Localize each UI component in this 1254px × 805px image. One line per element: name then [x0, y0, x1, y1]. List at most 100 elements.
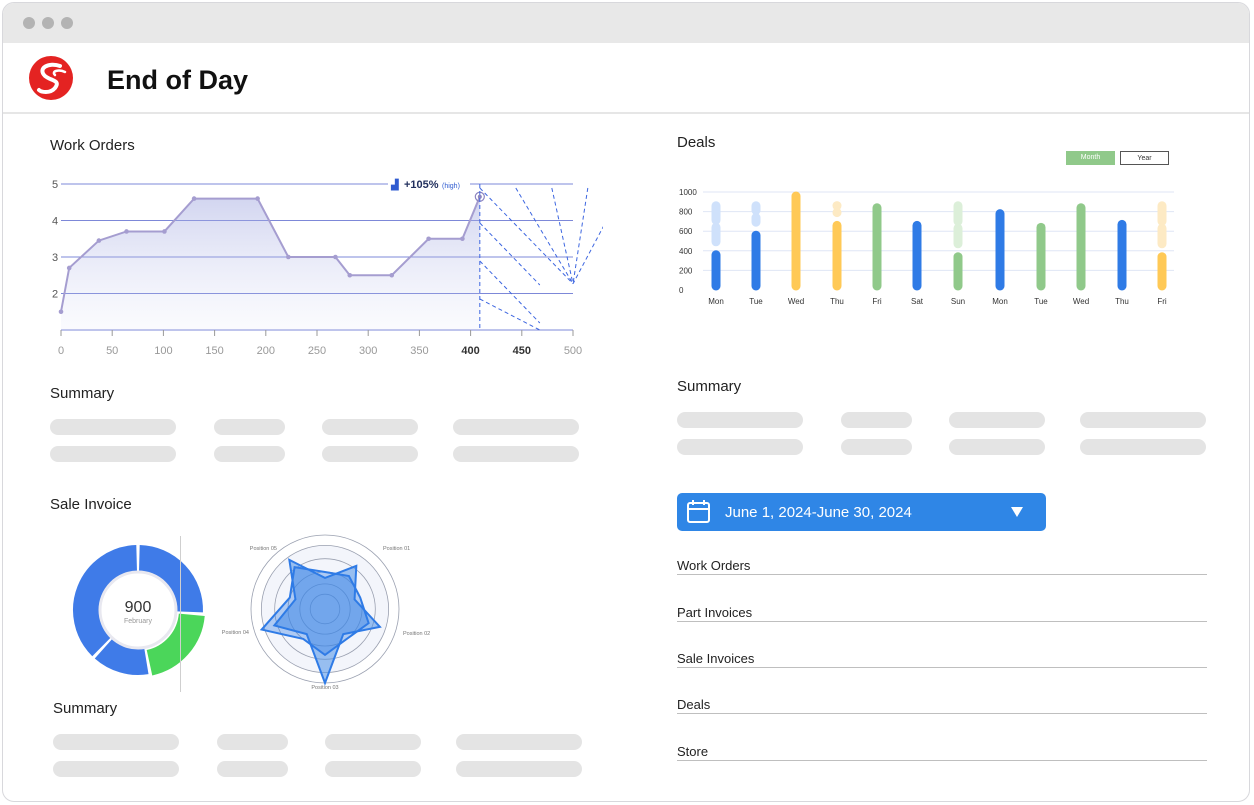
- donut-slice: [138, 545, 203, 613]
- radar-axis-label: Position 02: [403, 631, 430, 637]
- divider: [180, 536, 181, 692]
- x-tick-label: Mon: [992, 297, 1008, 306]
- summary-placeholder: [217, 734, 288, 750]
- annotation-note: (high): [442, 183, 460, 190]
- summary-placeholder: [214, 419, 285, 435]
- y-tick-label: 5: [52, 179, 58, 191]
- summary-placeholder: [50, 419, 176, 435]
- x-tick-label: 500: [564, 345, 582, 357]
- radar-axis-label: Position 05: [250, 546, 277, 552]
- radar-axis-label: Position 01: [383, 546, 410, 552]
- date-range-picker[interactable]: June 1, 2024-June 30, 2024: [677, 493, 1046, 531]
- x-tick-label: 100: [154, 345, 172, 357]
- chevron-down-icon[interactable]: [1010, 506, 1024, 518]
- title-bar: [3, 3, 1249, 43]
- summary-placeholder: [453, 419, 579, 435]
- x-tick-label: Sun: [951, 297, 965, 306]
- x-tick-label: 50: [106, 345, 118, 357]
- report-item-deals[interactable]: Deals: [677, 697, 1207, 714]
- annotation-value: +105%: [404, 179, 439, 191]
- x-tick-label: Fri: [872, 297, 882, 306]
- x-tick-label: Sat: [911, 297, 924, 306]
- sale-invoice-donut: 900 February: [73, 545, 205, 676]
- summary-placeholder: [677, 439, 803, 455]
- projection-hatch: [479, 260, 541, 324]
- calendar-icon: [687, 500, 710, 523]
- sale-invoice-radar: Position 01 Position 02 Position 03 Positio…: [222, 534, 430, 691]
- radar-axis-label: Position 04: [222, 630, 249, 636]
- summary-placeholder: [214, 446, 285, 462]
- work-orders-title: Work Orders: [50, 137, 135, 154]
- summary-placeholder: [949, 412, 1045, 428]
- projection-hatch: [515, 187, 574, 285]
- y-tick-label: 2: [52, 289, 58, 301]
- app-title: End of Day: [107, 65, 249, 95]
- x-tick-label: Tue: [1034, 297, 1048, 306]
- data-point: [162, 229, 167, 234]
- chart-line: [60, 196, 481, 312]
- summary-placeholder: [841, 439, 912, 455]
- summary-placeholder: [322, 446, 418, 462]
- report-item-part-invoices[interactable]: Part Invoices: [677, 605, 1207, 622]
- report-item-work-orders[interactable]: Work Orders: [677, 558, 1207, 575]
- summary-title: Summary: [677, 378, 742, 395]
- peak-annotation: ▟ +105% (high): [388, 174, 470, 192]
- x-tick-label: 200: [257, 345, 275, 357]
- y-tick-label: 3: [52, 252, 58, 264]
- projection-hatch: [479, 298, 541, 331]
- summary-placeholder: [50, 446, 176, 462]
- donut-slice: [146, 613, 205, 676]
- x-tick-label: Mon: [708, 297, 724, 306]
- summary-placeholder: [453, 446, 579, 462]
- radar-series: [259, 565, 370, 657]
- window-dot[interactable]: [23, 17, 35, 29]
- projection-hatch: [479, 187, 574, 285]
- x-tick-label: Wed: [788, 297, 804, 306]
- y-tick-label: 0: [679, 286, 684, 295]
- data-point: [191, 196, 197, 201]
- x-tick-label: 400: [461, 345, 479, 357]
- deals-title: Deals: [677, 134, 716, 151]
- sale-invoice-title: Sale Invoice: [50, 496, 132, 513]
- data-point: [389, 272, 395, 278]
- data-point: [255, 196, 260, 201]
- logo-icon: [29, 56, 73, 100]
- summary-placeholder: [217, 761, 288, 777]
- data-point: [124, 229, 129, 234]
- projection-hatch: [551, 187, 574, 284]
- data-point: [347, 272, 353, 278]
- window-dot[interactable]: [42, 17, 54, 29]
- summary-placeholder: [322, 419, 418, 435]
- summary-title: Summary: [50, 385, 115, 402]
- svg-text:▟: ▟: [390, 178, 399, 191]
- x-tick-label: 350: [410, 345, 428, 357]
- y-tick-label: 600: [679, 227, 693, 236]
- x-tick-label: 450: [513, 345, 531, 357]
- summary-placeholder: [1080, 412, 1206, 428]
- chart-area: [61, 196, 480, 330]
- toggle-year[interactable]: Year: [1120, 151, 1169, 165]
- summary-placeholder: [325, 761, 421, 777]
- summary-placeholder: [53, 761, 179, 777]
- window-dot[interactable]: [61, 17, 73, 29]
- summary-placeholder: [677, 412, 803, 428]
- y-tick-label: 800: [679, 208, 693, 217]
- report-item-sale-invoices[interactable]: Sale Invoices: [677, 651, 1207, 668]
- y-tick-label: 4: [52, 216, 58, 228]
- summary-placeholder: [1080, 439, 1206, 455]
- report-item-store[interactable]: Store: [677, 744, 1207, 761]
- toggle-month[interactable]: Month: [1066, 151, 1115, 165]
- x-tick-label: Fri: [1157, 297, 1167, 306]
- projection-hatch: [572, 226, 603, 284]
- x-tick-label: 300: [359, 345, 377, 357]
- donut-label: February: [124, 618, 153, 625]
- x-tick-label: Tue: [749, 297, 763, 306]
- donut-value: 900: [125, 599, 152, 616]
- data-point: [58, 309, 64, 315]
- y-tick-label: 400: [679, 247, 693, 256]
- data-point: [66, 265, 72, 271]
- donut-slice: [94, 638, 149, 675]
- y-tick-label: 1000: [679, 188, 697, 197]
